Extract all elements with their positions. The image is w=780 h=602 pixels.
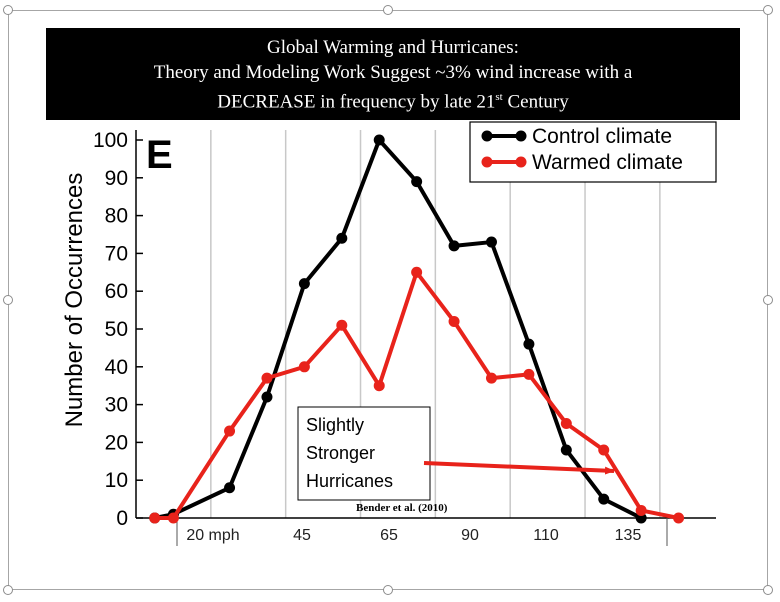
x-tick-label-5: 135	[615, 527, 642, 544]
grid-lines	[210, 130, 661, 518]
resize-handle-bottom-right[interactable]	[763, 585, 773, 595]
panel-label: E	[146, 133, 173, 177]
series-1-point-6	[373, 380, 385, 392]
legend-warmed-marker-left	[481, 156, 493, 168]
resize-handle-bottom-left[interactable]	[3, 585, 13, 595]
title-line-3-end: Century	[502, 91, 569, 113]
chart-title-banner: Global Warming and Hurricanes: Theory an…	[46, 28, 740, 120]
y-tick-label-7: 70	[105, 242, 128, 265]
y-tick-label-3: 30	[105, 394, 128, 417]
x-tick-label-0: 20 mph	[186, 527, 239, 544]
annotation-line-2: Stronger	[306, 443, 375, 463]
series-0-point-10	[523, 338, 535, 350]
series-1-point-7	[411, 266, 423, 278]
series-0-point-2	[224, 482, 236, 494]
resize-handle-top-center[interactable]	[383, 5, 393, 15]
series-0-point-11	[560, 444, 572, 456]
annotation-line-1: Slightly	[306, 415, 364, 435]
annotation-line-3: Hurricanes	[306, 471, 393, 491]
legend-warmed-marker-right	[515, 156, 527, 168]
y-axis-label: Number of Occurrences	[61, 173, 88, 428]
series-1-point-12	[598, 444, 610, 456]
legend-box	[469, 121, 717, 183]
title-superscript: st	[495, 91, 503, 103]
y-tick-label-10: 100	[93, 129, 128, 152]
series-line-0	[154, 138, 643, 520]
legend-control-label: Control climate	[532, 125, 672, 148]
y-tick-label-2: 20	[105, 431, 128, 454]
resize-handle-top-left[interactable]	[3, 5, 13, 15]
series-0-point-12	[598, 493, 610, 505]
series-0-point-5	[336, 232, 348, 244]
y-tick-label-8: 80	[105, 205, 128, 228]
series-1-point-0	[149, 512, 161, 524]
title-line-3: DECREASE in frequency by late 21st Centu…	[46, 85, 740, 114]
annotation-arrow	[423, 461, 615, 475]
resize-handle-bottom-center[interactable]	[383, 585, 393, 595]
resize-handle-middle-right[interactable]	[763, 295, 773, 305]
title-line-3-text: DECREASE in frequency by late 21	[217, 91, 496, 113]
resize-handle-top-right[interactable]	[763, 5, 773, 15]
series-1-point-3	[261, 372, 273, 384]
y-tick-label-4: 40	[105, 356, 128, 379]
legend-control-marker-right	[515, 130, 527, 142]
series-1-point-8	[448, 315, 460, 327]
x-tick-labels: 20 mph 45 65 90 110 135	[176, 518, 668, 546]
series-1-point-11	[560, 418, 572, 429]
series-0-point-6	[373, 134, 385, 146]
y-tick-label-5: 50	[105, 318, 128, 341]
series-0-point-13	[635, 512, 647, 524]
x-tick-label-2: 65	[380, 527, 398, 544]
title-line-2: Theory and Modeling Work Suggest ~3% win…	[153, 62, 633, 83]
annotation-box	[297, 406, 431, 501]
legend: Control climate Warmed climate	[469, 121, 717, 183]
series-1-point-1	[167, 512, 179, 524]
data-series	[149, 134, 685, 524]
series-1-point-2	[224, 425, 236, 437]
series-0-point-3	[261, 391, 273, 403]
series-1-point-13	[635, 504, 647, 516]
x-tick-label-3: 90	[461, 527, 479, 544]
x-tick-label-1: 45	[293, 527, 311, 544]
legend-control-marker-left	[481, 130, 493, 142]
y-tick-label-9: 90	[105, 167, 128, 190]
title-line-1: Global Warming and Hurricanes:	[267, 37, 519, 58]
y-tick-label-1: 10	[105, 469, 128, 492]
series-1-point-9	[485, 372, 497, 384]
x-tick-label-4: 110	[533, 527, 559, 544]
series-0-point-9	[485, 236, 497, 248]
series-0-point-4	[298, 278, 310, 290]
legend-warmed-label: Warmed climate	[532, 151, 683, 174]
series-1-point-4	[298, 361, 310, 373]
series-1	[149, 266, 685, 524]
y-tick-labels: 0 10 20 30 40 50 60 70 80 90 100	[93, 129, 128, 530]
series-0-point-7	[411, 176, 423, 188]
annotation: Slightly Stronger Hurricanes	[297, 406, 615, 501]
series-0-point-8	[448, 240, 460, 252]
source-credit: Bender et al. (2010)	[356, 502, 448, 514]
axes	[135, 130, 716, 519]
series-1-point-5	[336, 319, 348, 331]
y-tick-label-6: 60	[105, 280, 128, 303]
series-1-point-10	[523, 368, 535, 380]
series-1-point-14	[673, 512, 685, 524]
resize-handle-middle-left[interactable]	[3, 295, 13, 305]
y-tick-label-0: 0	[116, 507, 128, 530]
